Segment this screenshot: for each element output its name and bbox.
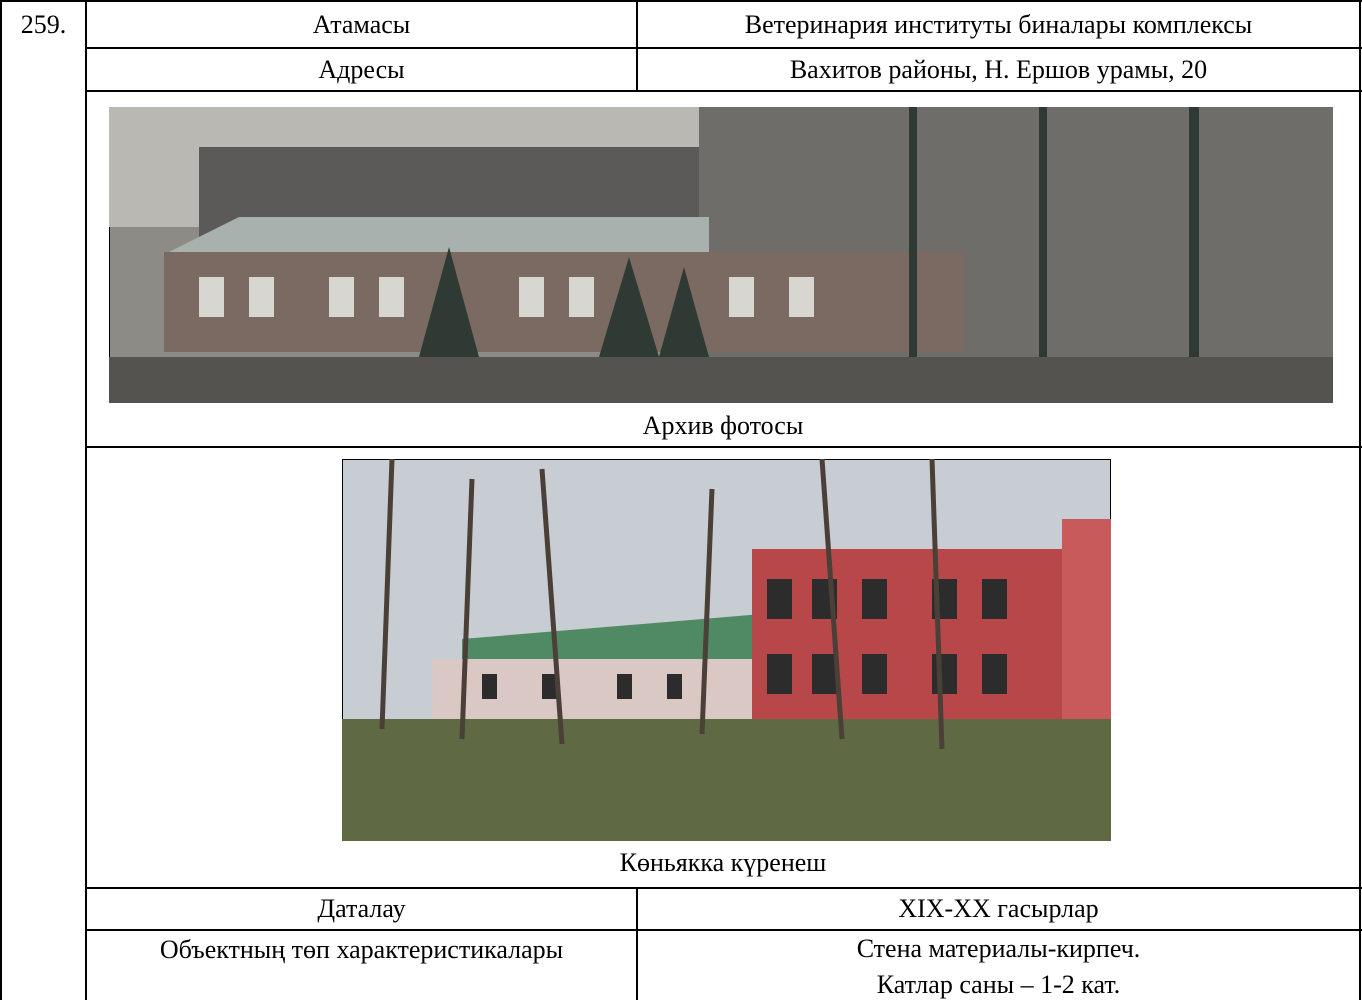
rule	[0, 0, 1362, 2]
current-photo	[342, 459, 1111, 841]
rule	[636, 0, 638, 91]
photo-caption: Көньякка күренеш	[619, 848, 827, 877]
entry-number: 259.	[20, 9, 67, 39]
field-value-line: Стена материалы-кирпеч.	[856, 934, 1141, 963]
rule	[0, 0, 2, 1000]
rule	[85, 0, 87, 1000]
field-value: Ветеринария институты биналары комплексы	[744, 9, 1253, 39]
field-label: Атамасы	[312, 9, 411, 39]
rule	[86, 90, 1362, 92]
archive-photo	[109, 107, 1333, 403]
field-label: Даталау	[317, 894, 406, 923]
rule	[86, 47, 1362, 49]
rule	[86, 929, 1362, 931]
field-label: Объектның төп характеристикалары	[159, 935, 564, 964]
field-label: Адресы	[318, 54, 405, 84]
field-value: Вахитов районы, Н. Ершов урамы, 20	[789, 54, 1208, 84]
field-value: XIX-XX гасырлар	[898, 894, 1099, 923]
rule	[1359, 0, 1361, 1000]
rule	[636, 888, 638, 1000]
photo-caption: Архив фотосы	[642, 411, 804, 440]
field-value-line: Катлар саны – 1-2 кат.	[876, 970, 1121, 999]
rule	[86, 887, 1362, 889]
rule	[86, 446, 1362, 448]
